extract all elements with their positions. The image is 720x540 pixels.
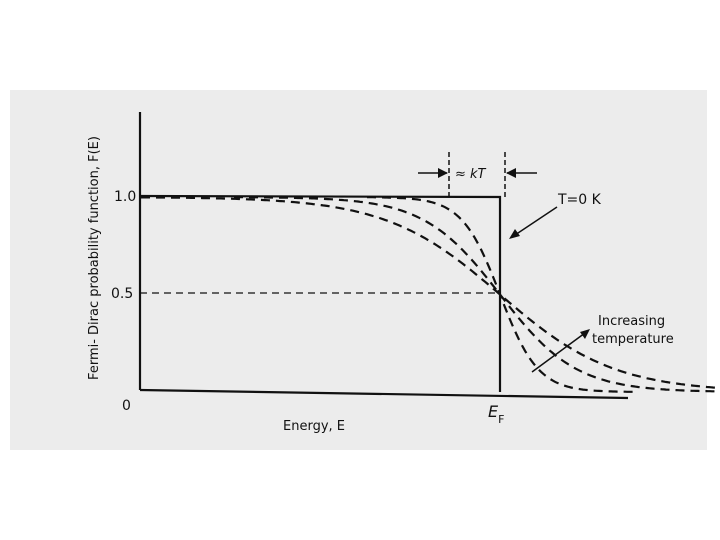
fermi-energy-label: EF	[488, 402, 504, 426]
scanned-figure-background	[10, 90, 707, 450]
origin-label: 0	[122, 398, 131, 414]
increasing-arrow	[531, 332, 586, 373]
kt-arrowhead-right	[506, 168, 516, 178]
kt-arrowhead-left	[438, 168, 448, 178]
x-axis	[139, 388, 629, 400]
dashed-curve-3	[141, 196, 720, 390]
y-tick-0-5: 0.5	[111, 286, 133, 302]
increasing-label-line2: temperature	[592, 332, 674, 347]
dashed-curve-2	[234, 196, 720, 393]
kt-label: ≈ kT	[455, 167, 487, 182]
x-axis-label: Energy, E	[283, 419, 345, 434]
t0-arrowhead	[509, 229, 520, 239]
increasing-arrowhead	[580, 329, 590, 339]
series-t0-step	[139, 194, 502, 392]
temperature-curves	[141, 196, 720, 393]
t0-label: T=0 K	[557, 192, 602, 208]
increasing-label-line1: Increasing	[598, 314, 665, 329]
y-axis-label: Fermi- Dirac probability function, F(E)	[87, 136, 102, 380]
t0-arrow	[511, 206, 558, 238]
y-tick-1-0: 1.0	[114, 189, 136, 205]
